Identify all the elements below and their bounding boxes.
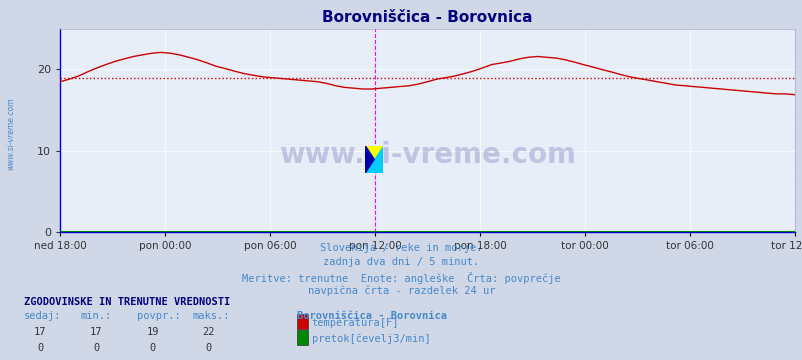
Text: www.si-vreme.com: www.si-vreme.com [279, 141, 575, 169]
Text: Borovniščica - Borovnica: Borovniščica - Borovnica [297, 311, 447, 321]
Text: 17: 17 [34, 327, 47, 337]
Text: 0: 0 [37, 343, 43, 353]
Text: Slovenija / reke in morje.: Slovenija / reke in morje. [320, 243, 482, 253]
Text: 17: 17 [90, 327, 103, 337]
Text: navpična črta - razdelek 24 ur: navpična črta - razdelek 24 ur [307, 285, 495, 296]
Text: min.:: min.: [80, 311, 111, 321]
Polygon shape [365, 146, 383, 173]
Text: ZGODOVINSKE IN TRENUTNE VREDNOSTI: ZGODOVINSKE IN TRENUTNE VREDNOSTI [24, 297, 230, 307]
Polygon shape [365, 146, 374, 173]
Text: pretok[čevelj3/min]: pretok[čevelj3/min] [311, 333, 430, 344]
Text: www.si-vreme.com: www.si-vreme.com [6, 97, 15, 170]
Text: 0: 0 [205, 343, 212, 353]
Text: temperatura[F]: temperatura[F] [311, 318, 399, 328]
Title: Borovniščica - Borovnica: Borovniščica - Borovnica [322, 10, 533, 25]
Text: 19: 19 [146, 327, 159, 337]
Polygon shape [365, 146, 383, 173]
Text: maks.:: maks.: [192, 311, 230, 321]
Text: povpr.:: povpr.: [136, 311, 180, 321]
Text: 22: 22 [202, 327, 215, 337]
Text: Meritve: trenutne  Enote: angleške  Črta: povprečje: Meritve: trenutne Enote: angleške Črta: … [242, 272, 560, 284]
Text: 0: 0 [93, 343, 99, 353]
Text: zadnja dva dni / 5 minut.: zadnja dva dni / 5 minut. [323, 257, 479, 267]
Text: 0: 0 [149, 343, 156, 353]
Text: sedaj:: sedaj: [24, 311, 62, 321]
